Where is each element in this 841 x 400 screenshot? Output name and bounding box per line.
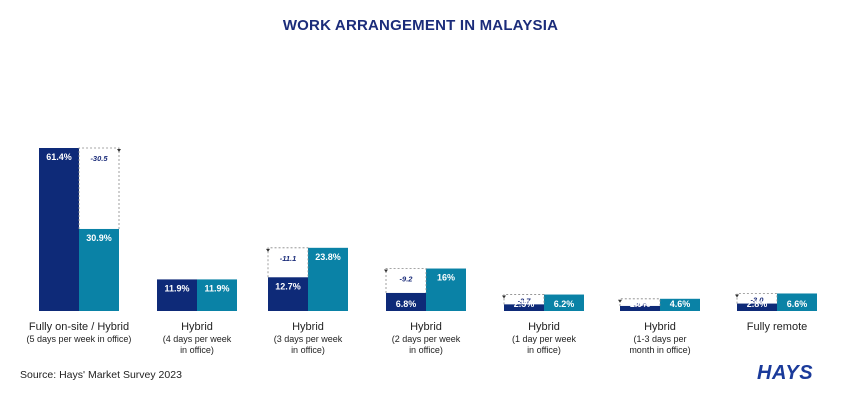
change-outline — [385, 268, 427, 293]
bar-2022 — [737, 303, 777, 311]
category-sublabel: in office) — [291, 345, 325, 355]
value-label: 2.5% — [514, 299, 535, 309]
change-label: -3.7 — [518, 297, 532, 306]
bar-2023 — [660, 298, 700, 311]
value-label: 11.9% — [204, 283, 229, 293]
value-label: 30.9% — [86, 233, 112, 243]
category-sublabel: in office) — [409, 345, 443, 355]
change-label: -3.0 — [751, 295, 765, 304]
change-label: -11.1 — [280, 254, 297, 263]
bar-2022 — [157, 279, 197, 311]
bar-2022 — [39, 148, 79, 311]
value-label: 6.6% — [787, 299, 808, 309]
value-label: 6.2% — [554, 299, 575, 309]
category-label: Hybrid — [528, 321, 560, 333]
change-arrow — [618, 299, 622, 303]
bar-2023 — [79, 228, 119, 311]
category-sublabel: (1-3 days per — [633, 334, 686, 344]
change-outline — [736, 293, 778, 304]
category-sublabel: (1 day per week — [512, 334, 577, 344]
category-label: Hybrid — [292, 321, 324, 333]
category-label: Hybrid — [181, 321, 213, 333]
change-outline — [78, 147, 120, 229]
value-label: 6.8% — [396, 299, 417, 309]
change-arrow — [735, 294, 739, 298]
value-label: 4.6% — [670, 299, 691, 309]
bar-2022 — [620, 305, 660, 311]
change-arrow — [117, 149, 121, 152]
bar-2023 — [544, 294, 584, 311]
change-outline — [503, 294, 545, 305]
change-label: -30.5 — [90, 154, 108, 163]
value-label: 2.8% — [747, 299, 768, 309]
value-label: 61.4% — [46, 152, 72, 162]
change-label: -2.0 — [634, 301, 648, 310]
bar-2023 — [197, 279, 237, 311]
bar-2022 — [504, 304, 544, 311]
category-sublabel: in office) — [180, 345, 214, 355]
bar-2022 — [268, 277, 308, 311]
value-label: 16% — [437, 273, 455, 283]
value-label: 12.7% — [275, 281, 301, 291]
source-note: Source: Hays' Market Survey 2023 — [20, 369, 182, 381]
category-sublabel: (3 days per week — [274, 334, 343, 344]
change-arrow — [266, 248, 270, 252]
chart-title: WORK ARRANGEMENT IN MALAYSIA — [282, 17, 559, 34]
hays-logo: HAYS — [757, 362, 814, 384]
bar-2023 — [426, 268, 466, 311]
value-label: 1.9% — [630, 299, 651, 309]
category-sublabel: (5 days per week in office) — [27, 334, 132, 344]
category-sublabel: month in office) — [629, 345, 690, 355]
category-label: Fully remote — [747, 321, 808, 333]
change-arrow — [384, 269, 388, 273]
value-label: 23.8% — [315, 252, 341, 262]
change-outline — [267, 247, 309, 278]
change-label: -9.2 — [400, 275, 414, 284]
bar-2023 — [308, 247, 348, 311]
change-arrow — [502, 295, 506, 299]
category-label: Fully on-site / Hybrid — [29, 321, 129, 333]
category-label: Hybrid — [410, 321, 442, 333]
bar-2023 — [777, 293, 817, 311]
category-sublabel: (2 days per week — [392, 334, 461, 344]
category-sublabel: (4 days per week — [163, 334, 232, 344]
value-label: 11.9% — [164, 283, 189, 293]
bar-2022 — [386, 292, 426, 311]
category-label: Hybrid — [644, 321, 676, 333]
category-sublabel: in office) — [527, 345, 561, 355]
